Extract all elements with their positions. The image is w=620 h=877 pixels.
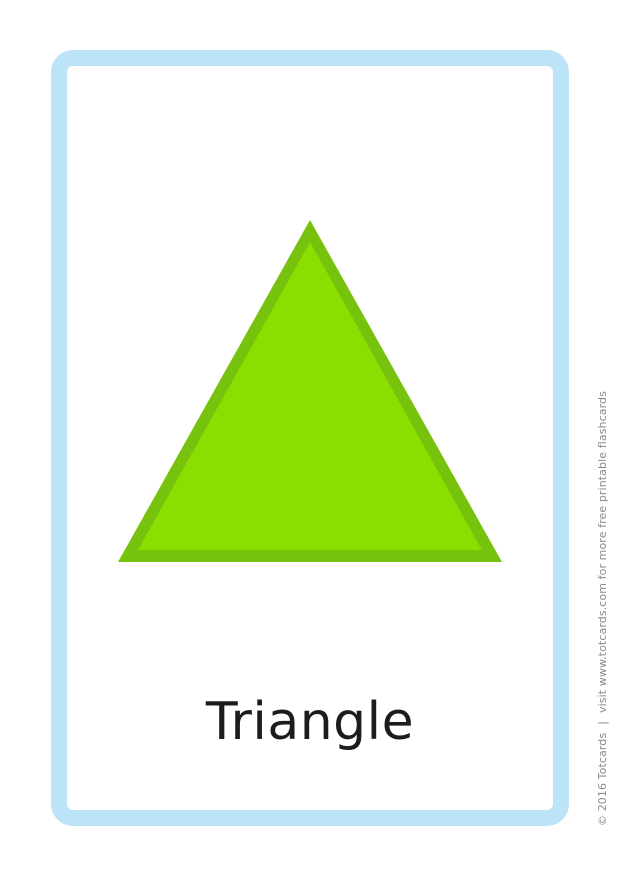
triangle-icon	[118, 220, 502, 562]
website-link[interactable]: visit www.totcards.com for more free pri…	[596, 391, 609, 713]
footer-credit: © 2016 Totcards | visit www.totcards.com f…	[596, 391, 609, 826]
flashcard	[51, 50, 569, 826]
copyright-text: © 2016 Totcards	[596, 732, 609, 826]
footer-separator: |	[596, 720, 609, 725]
flashcard-word: Triangle	[205, 692, 415, 752]
